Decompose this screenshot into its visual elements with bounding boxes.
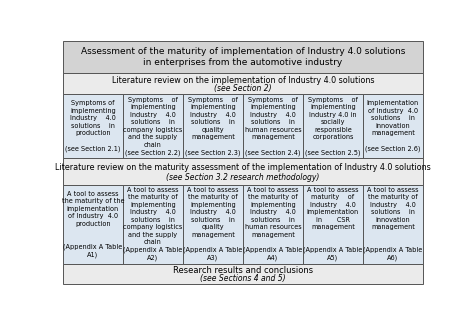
- Text: (see Sections 4 and 5): (see Sections 4 and 5): [200, 274, 286, 283]
- Bar: [183, 94, 243, 158]
- Bar: [63, 73, 423, 94]
- Bar: [363, 94, 423, 158]
- Text: Symptoms    of
implementing
Industry    4.0
solutions    in
company logistics
an: Symptoms of implementing Industry 4.0 so…: [123, 97, 182, 156]
- Text: Implementation
of Industry  4.0
solutions    in
innovation
management

(see Sect: Implementation of Industry 4.0 solutions…: [365, 100, 420, 152]
- Bar: [63, 94, 123, 158]
- Text: Research results and conclusions: Research results and conclusions: [173, 267, 313, 276]
- Bar: [123, 185, 183, 264]
- Text: A tool to assess
the maturity of
implementing
Industry    4.0
solutions    in
co: A tool to assess the maturity of impleme…: [123, 187, 182, 261]
- Text: A tool to assess
maturity    of
Industry    4.0
implementation
in       CSR
mana: A tool to assess maturity of Industry 4.…: [303, 187, 363, 261]
- Text: A tool to assess
the maturity of
Industry    4.0
solutions    in
innovation
mana: A tool to assess the maturity of Industr…: [363, 187, 422, 261]
- Bar: [183, 185, 243, 264]
- Text: Symptoms    of
implementing
Industry 4.0 in
socially
responsible
corporations

(: Symptoms of implementing Industry 4.0 in…: [305, 97, 361, 156]
- Text: Symptoms    of
implementing
Industry    4.0
solutions    in
human resources
mana: Symptoms of implementing Industry 4.0 so…: [245, 97, 301, 156]
- Bar: [243, 94, 303, 158]
- Bar: [63, 185, 123, 264]
- Bar: [63, 264, 423, 284]
- Text: Literature review on the implementation of Industry 4.0 solutions: Literature review on the implementation …: [112, 76, 374, 85]
- Text: A tool to assess
the maturity of the
implementation
of Industry  4.0
production
: A tool to assess the maturity of the imp…: [62, 191, 124, 258]
- Text: Symptoms of
implementing
Industry    4.0
solutions    in
production

(see Sectio: Symptoms of implementing Industry 4.0 so…: [65, 100, 120, 152]
- Bar: [363, 185, 423, 264]
- Text: (see Section 3.2 research methodology): (see Section 3.2 research methodology): [166, 173, 319, 182]
- Bar: [123, 94, 183, 158]
- Bar: [63, 158, 423, 185]
- Bar: [243, 185, 303, 264]
- Text: A tool to assess
the maturity of
implementing
Industry    4.0
solutions    in
hu: A tool to assess the maturity of impleme…: [243, 187, 302, 261]
- Bar: [63, 41, 423, 73]
- Bar: [303, 94, 363, 158]
- Text: Assessment of the maturity of implementation of Industry 4.0 solutions
in enterp: Assessment of the maturity of implementa…: [81, 47, 405, 67]
- Text: Literature review on the maturity assessment of the implementation of Industry 4: Literature review on the maturity assess…: [55, 163, 431, 172]
- Text: Symptoms    of
implementing
Industry    4.0
solutions    in
quality
management

: Symptoms of implementing Industry 4.0 so…: [185, 97, 241, 156]
- Text: (see Section 2): (see Section 2): [214, 84, 272, 93]
- Bar: [303, 185, 363, 264]
- Text: A tool to assess
the maturity of
implementing
Industry    4.0
solutions    in
qu: A tool to assess the maturity of impleme…: [183, 187, 243, 261]
